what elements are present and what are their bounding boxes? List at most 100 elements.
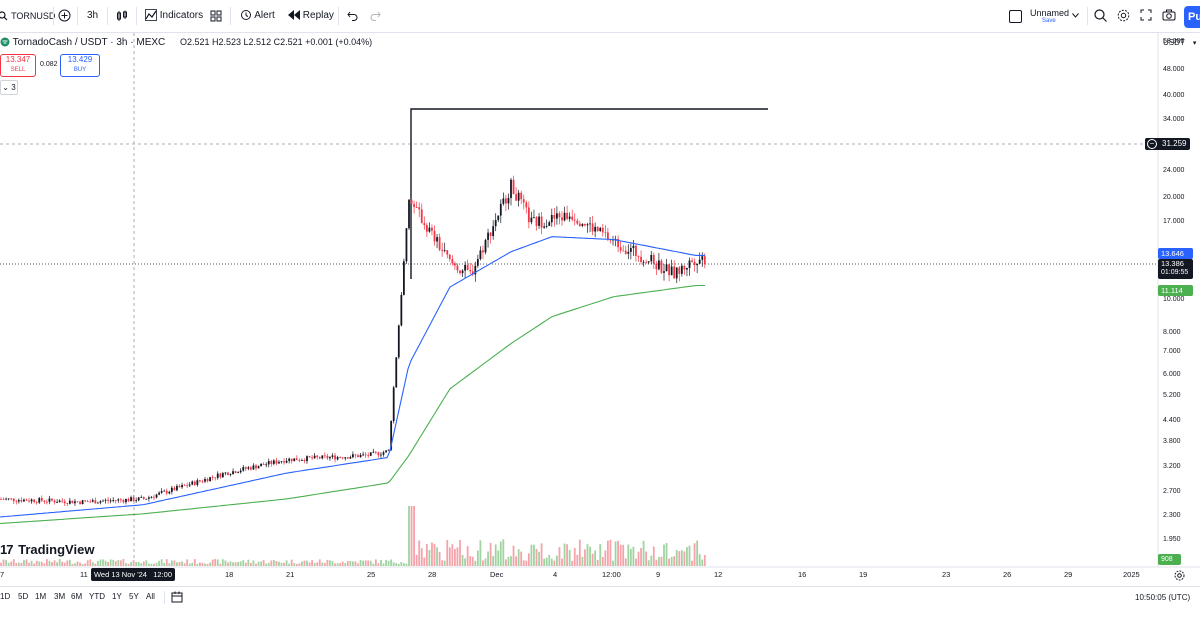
redo-icon[interactable]: [370, 10, 381, 21]
volume-bar: [46, 559, 48, 566]
templates-icon[interactable]: [210, 10, 222, 22]
candle-body: [591, 223, 594, 232]
volume-bar: [553, 560, 556, 566]
volume-bar: [229, 561, 232, 566]
candle-body: [499, 203, 502, 216]
chevron-down-icon[interactable]: [1072, 13, 1079, 18]
layout-checkbox[interactable]: [1009, 10, 1022, 23]
volume-bar: [604, 550, 607, 566]
candle-body: [56, 502, 58, 503]
volume-bar: [326, 559, 329, 566]
volume-bar: [374, 559, 377, 566]
range-ytd[interactable]: YTD: [89, 592, 105, 601]
candle-body: [438, 237, 441, 250]
range-1d[interactable]: 1D: [0, 592, 11, 601]
camera-icon[interactable]: [1162, 9, 1176, 21]
candle-body: [584, 223, 586, 226]
settings-gear-icon[interactable]: [1117, 9, 1130, 22]
volume-bar: [25, 559, 28, 566]
candles-icon[interactable]: [116, 10, 128, 22]
volume-bar: [262, 560, 265, 566]
candle-body: [525, 202, 528, 208]
currency-selector[interactable]: USDT ▾: [1163, 38, 1196, 47]
volume-bar: [369, 560, 372, 566]
indicators-collapse-toggle[interactable]: ⌄ 3: [0, 80, 18, 95]
candle-body: [680, 265, 683, 274]
candle-body: [607, 232, 609, 240]
candle-body: [635, 245, 637, 256]
volume-bar: [119, 560, 122, 566]
candle-body: [548, 222, 551, 226]
candle-body: [12, 498, 15, 502]
volume-bar: [216, 559, 219, 566]
candle-body: [357, 455, 359, 458]
sell-button[interactable]: 13.347 SELL: [0, 54, 36, 77]
range-1y[interactable]: 1Y: [112, 592, 122, 601]
candle-body: [647, 261, 650, 263]
volume-bar: [155, 562, 158, 566]
minus-circle-icon[interactable]: −: [1147, 139, 1157, 149]
volume-bar: [214, 559, 217, 566]
fullscreen-icon[interactable]: [1140, 9, 1152, 21]
range-5y[interactable]: 5Y: [129, 592, 139, 601]
volume-bar: [81, 563, 84, 566]
volume-bar: [459, 539, 461, 566]
crosshair-price-tag: − 31.259: [1145, 138, 1190, 150]
volume-bar: [204, 563, 206, 566]
candle-body: [150, 496, 153, 498]
candle-body: [487, 232, 489, 240]
calendar-goto-icon[interactable]: [171, 591, 183, 603]
drawn-level-line[interactable]: [410, 108, 768, 279]
quick-search-icon[interactable]: [1094, 9, 1107, 22]
volume-bar: [89, 559, 92, 566]
candle-body: [316, 455, 319, 458]
volume-bar: [7, 562, 10, 566]
indicators-button[interactable]: Indicators: [145, 8, 203, 24]
volume-bar: [28, 562, 30, 566]
candle-body: [239, 470, 242, 473]
symbol-title[interactable]: TornadoCash / USDT · 3h · MEXC: [12, 37, 166, 48]
candle-body: [30, 499, 33, 502]
candle-body: [464, 264, 466, 271]
range-3m[interactable]: 3M: [54, 592, 66, 601]
symbol-search-button[interactable]: TORNUSD: [0, 8, 55, 24]
utc-clock[interactable]: 10:50:05 (UTC): [1135, 593, 1191, 602]
candle-body: [484, 239, 487, 253]
candle-body: [301, 460, 303, 461]
candle-body: [658, 260, 660, 270]
volume-bar: [265, 563, 268, 566]
volume-bar: [280, 562, 283, 566]
volume-bar: [58, 559, 61, 566]
undo-icon[interactable]: [347, 10, 358, 21]
interval-button[interactable]: 3h: [87, 10, 99, 21]
time-tick-label: 7: [0, 570, 5, 579]
range-all[interactable]: All: [146, 592, 155, 601]
candle-body: [474, 265, 477, 275]
volume-bar: [298, 563, 301, 566]
candle-body: [163, 490, 166, 492]
volume-bar: [589, 546, 591, 566]
candle-body: [7, 498, 10, 500]
replay-button[interactable]: Replay: [288, 8, 334, 24]
publish-button[interactable]: Pu: [1184, 6, 1200, 28]
buy-button[interactable]: 13.429 BUY: [60, 54, 100, 77]
volume-bar: [673, 556, 676, 566]
candle-body: [107, 499, 109, 501]
volume-bar: [306, 560, 308, 566]
range-6m[interactable]: 6M: [71, 592, 83, 601]
candle-body: [336, 457, 339, 460]
range-5d[interactable]: 5D: [18, 592, 29, 601]
add-symbol-icon[interactable]: [58, 9, 71, 22]
range-1m[interactable]: 1M: [35, 592, 47, 601]
layout-name[interactable]: Unnamed: [1030, 8, 1070, 18]
volume-bar: [38, 561, 41, 566]
alert-button[interactable]: Alert: [240, 8, 275, 24]
volume-bar: [619, 544, 622, 566]
indicators-icon: [145, 9, 157, 22]
axis-settings-icon[interactable]: [1174, 570, 1185, 581]
time-tick-label: 9: [656, 570, 661, 579]
candle-body: [515, 194, 517, 201]
candle-body: [125, 498, 127, 503]
volume-bar: [40, 561, 43, 566]
